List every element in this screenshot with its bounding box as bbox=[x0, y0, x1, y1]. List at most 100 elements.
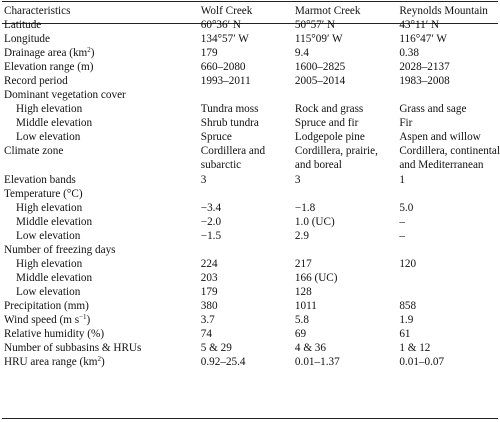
cell-wolf-creek: Spruce bbox=[200, 131, 232, 144]
row-label: Low elevation bbox=[16, 131, 81, 144]
cell-reynolds-mountain bbox=[395, 188, 500, 202]
cell-wolf-creek: 60°36′ N bbox=[200, 19, 241, 31]
cell-wolf-creek: 3.7 bbox=[200, 313, 215, 326]
cell-reynolds-mountain: 1 bbox=[399, 173, 405, 186]
cell-wolf-creek: 1993–2011 bbox=[200, 75, 251, 88]
cell-wolf-creek: 660–2080 bbox=[200, 61, 246, 74]
row-label: Middle elevation bbox=[16, 271, 93, 284]
table-row: Number of freezing days bbox=[0, 244, 500, 258]
table-row: Middle elevation Shrub tundra Spruce and f… bbox=[0, 117, 500, 131]
cell-marmot-creek: 69 bbox=[294, 328, 307, 341]
table-row: Middle elevation −2.0 1.0 (UC) – bbox=[0, 216, 500, 230]
row-label: Number of subbasins & HRUs bbox=[4, 342, 142, 355]
cell-wolf-creek: −1.5 bbox=[200, 229, 222, 242]
cell-wolf-creek: Shrub tundra bbox=[200, 117, 259, 130]
cell-reynolds-mountain: 2028–2137 bbox=[399, 61, 450, 74]
row-label bbox=[0, 159, 197, 173]
cell-reynolds-mountain bbox=[395, 244, 500, 258]
cell-reynolds-mountain: Grass and sage bbox=[399, 103, 467, 116]
table-body: Characteristics Wolf Creek Marmot Creek … bbox=[0, 0, 500, 370]
table-row: Relative humidity (%) 74 69 61 bbox=[0, 328, 500, 342]
cell-marmot-creek: 2005–2014 bbox=[294, 75, 346, 88]
cell-reynolds-mountain: – bbox=[399, 215, 405, 228]
table-row: Middle elevation 203 166 (UC) bbox=[0, 272, 500, 286]
row-label: Latitude bbox=[4, 19, 42, 31]
table-row: Elevation range (m) 660–2080 1600–2825 2028… bbox=[0, 61, 500, 75]
row-label: Climate zone bbox=[4, 145, 64, 158]
cell-marmot-creek: and boreal bbox=[294, 159, 342, 172]
row-label: Low elevation bbox=[16, 285, 81, 298]
table-row: Record period 1993–2011 2005–2014 1983–2008 bbox=[0, 75, 500, 89]
table-row: Longitude 134°57′ W 115°09′ W 116°47′ W bbox=[0, 33, 500, 47]
cell-marmot-creek: 5.8 bbox=[294, 313, 309, 326]
cell-wolf-creek: 179 bbox=[200, 47, 218, 60]
row-label: Wind speed (m s−1) bbox=[4, 312, 91, 326]
table-row: Wind speed (m s−1) 3.7 5.8 1.9 bbox=[0, 312, 500, 328]
cell-reynolds-mountain: Cordillera, continental bbox=[399, 145, 500, 158]
cell-wolf-creek bbox=[197, 188, 291, 202]
cell-marmot-creek bbox=[291, 244, 395, 258]
cell-marmot-creek: 4 & 36 bbox=[294, 342, 326, 355]
cell-reynolds-mountain: and Mediterranean bbox=[399, 159, 484, 172]
row-label: Number of freezing days bbox=[4, 243, 116, 256]
cell-marmot-creek: 166 (UC) bbox=[294, 271, 338, 284]
row-label: High elevation bbox=[16, 201, 83, 214]
cell-marmot-creek: 217 bbox=[294, 257, 312, 270]
cell-reynolds-mountain: 5.0 bbox=[399, 201, 414, 214]
cell-reynolds-mountain: 0.01–0.07 bbox=[399, 356, 445, 369]
cell-marmot-creek: 2.9 bbox=[294, 229, 309, 242]
cell-wolf-creek: −2.0 bbox=[200, 215, 222, 228]
cell-marmot-creek: Rock and grass bbox=[294, 103, 364, 116]
cell-marmot-creek: −1.8 bbox=[294, 201, 316, 214]
table-row: HRU area range (km2) 0.92–25.4 0.01–1.37 0.… bbox=[0, 356, 500, 370]
cell-marmot-creek: 1.0 (UC) bbox=[294, 215, 335, 228]
header-reynolds-mountain: Reynolds Mountain bbox=[399, 4, 488, 17]
table-row: Elevation bands 3 3 1 bbox=[0, 174, 500, 188]
table-bottom-rule bbox=[2, 418, 498, 419]
row-label: High elevation bbox=[16, 103, 83, 116]
table-row: Temperature (°C) bbox=[0, 188, 500, 202]
row-label: Middle elevation bbox=[16, 117, 93, 130]
cell-wolf-creek: 134°57′ W bbox=[200, 33, 249, 46]
row-label: Low elevation bbox=[16, 229, 81, 242]
cell-marmot-creek: 1600–2825 bbox=[294, 61, 346, 74]
table-row: High elevation 224 217 120 bbox=[0, 258, 500, 272]
row-label: Relative humidity (%) bbox=[4, 328, 105, 341]
cell-marmot-creek: 1011 bbox=[294, 299, 317, 312]
cell-marmot-creek bbox=[291, 188, 395, 202]
header-marmot-creek: Marmot Creek bbox=[294, 4, 361, 17]
cell-reynolds-mountain bbox=[395, 272, 500, 286]
characteristics-table: Characteristics Wolf Creek Marmot Creek … bbox=[0, 0, 500, 370]
cell-reynolds-mountain: Aspen and willow bbox=[399, 131, 481, 144]
cell-marmot-creek: 0.01–1.37 bbox=[294, 356, 340, 369]
cell-wolf-creek: Tundra moss bbox=[200, 103, 259, 116]
table-row: Number of subbasins & HRUs 5 & 29 4 & 36 1 … bbox=[0, 342, 500, 356]
table-row: Latitude 60°36′ N 50°57′ N 43°11′ N bbox=[0, 19, 500, 33]
cell-reynolds-mountain: 61 bbox=[399, 328, 411, 341]
cell-marmot-creek bbox=[291, 89, 395, 103]
cell-marmot-creek: Lodgepole pine bbox=[294, 131, 365, 144]
row-label: Elevation range (m) bbox=[4, 61, 94, 74]
cell-reynolds-mountain: 1983–2008 bbox=[399, 75, 450, 88]
cell-wolf-creek: 0.92–25.4 bbox=[200, 356, 246, 369]
table-row: Dominant vegetation cover bbox=[0, 89, 500, 103]
table-row: Drainage area (km2) 179 9.4 0.38 bbox=[0, 47, 500, 61]
table-top-rule bbox=[2, 1, 498, 2]
table-header-row: Characteristics Wolf Creek Marmot Creek … bbox=[0, 0, 500, 19]
cell-wolf-creek: 179 bbox=[200, 285, 218, 298]
table-row: Low elevation Spruce Lodgepole pine Aspen a… bbox=[0, 131, 500, 145]
table-row: Low elevation 179 128 bbox=[0, 286, 500, 300]
cell-wolf-creek: 5 & 29 bbox=[200, 342, 232, 355]
cell-reynolds-mountain: 1.9 bbox=[399, 313, 414, 326]
cell-reynolds-mountain: 120 bbox=[399, 257, 417, 270]
cell-reynolds-mountain: 43°11′ N bbox=[399, 19, 440, 31]
cell-wolf-creek: 203 bbox=[200, 271, 218, 284]
cell-marmot-creek: Cordillera, prairie, bbox=[294, 145, 378, 158]
row-label: Precipitation (mm) bbox=[4, 299, 89, 312]
cell-wolf-creek: subarctic bbox=[200, 159, 242, 172]
cell-wolf-creek: 224 bbox=[200, 257, 218, 270]
cell-wolf-creek bbox=[197, 244, 291, 258]
row-label: Record period bbox=[4, 75, 68, 88]
cell-marmot-creek: 50°57′ N bbox=[294, 19, 336, 31]
header-wolf-creek: Wolf Creek bbox=[200, 4, 253, 17]
